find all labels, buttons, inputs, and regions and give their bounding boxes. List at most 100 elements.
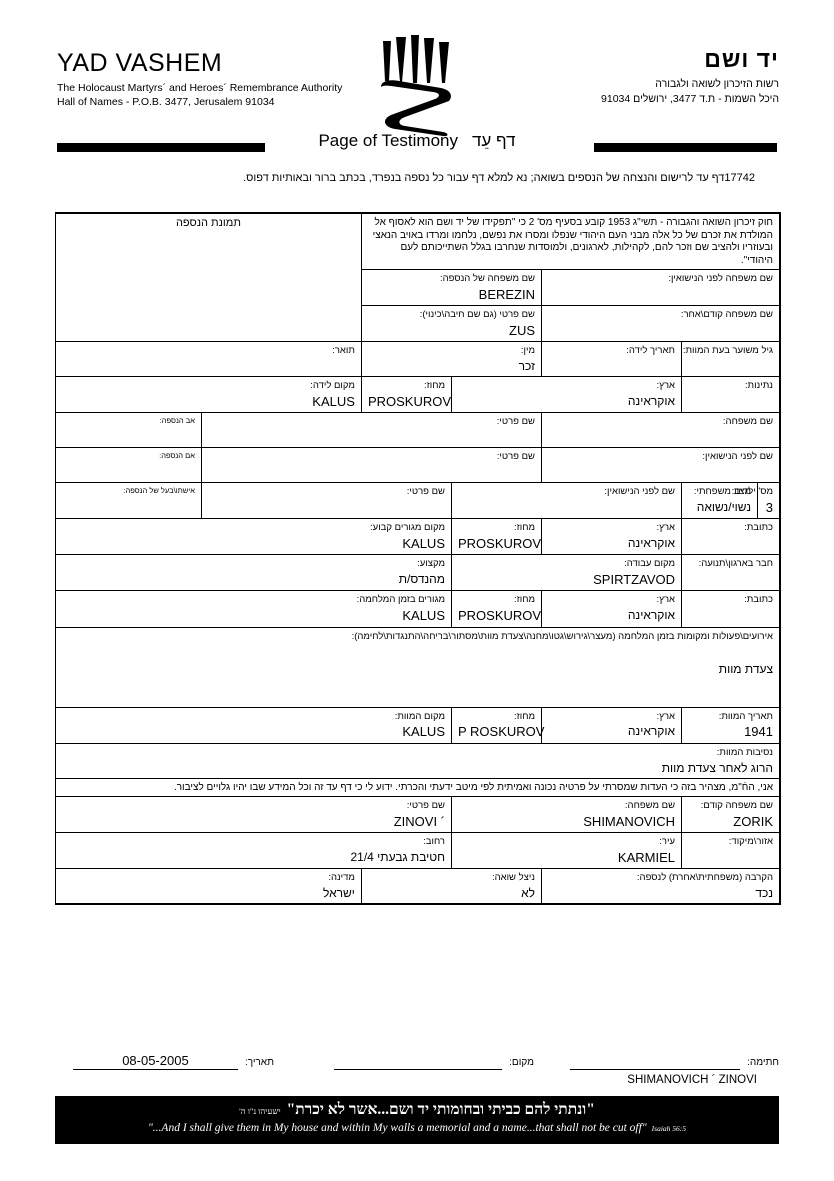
value-death-district: P ROSKUROV xyxy=(458,724,545,740)
cell-organization-member[interactable]: חבר בארגון\תנועה: xyxy=(681,554,780,592)
cell-birth-date[interactable]: תאריך לידה: xyxy=(541,341,682,378)
place-input-line[interactable] xyxy=(334,1054,503,1070)
cell-mother-name-before-marriage[interactable]: שם לפני הנישואין: xyxy=(541,447,780,483)
cell-occupation[interactable]: מקצוע: מהנדס/ת xyxy=(54,554,453,592)
label-mother-first-name: שם פרטי: xyxy=(496,451,535,463)
cell-submitter-family-name[interactable]: שם משפחה: SHIMANOVICH xyxy=(451,795,682,834)
cell-wartime-address[interactable]: כתובת: xyxy=(681,590,780,628)
value-death-date: 1941 xyxy=(744,724,773,740)
cell-father-family-name[interactable]: שם משפחה: xyxy=(541,412,780,449)
cell-birth-country[interactable]: ארץ: אוקראינה xyxy=(451,376,682,414)
value-father-family-name xyxy=(548,430,773,445)
cell-estimated-age-at-death[interactable]: גיל משוער בעת המוות: xyxy=(681,341,780,378)
cell-wartime-residence[interactable]: מגורים בזמן המלחמה: KALUS xyxy=(54,590,453,628)
cell-num-children[interactable]: מס' ילדים: 3 xyxy=(732,481,780,520)
value-submitter-family-name: SHIMANOVICH xyxy=(583,813,675,829)
label-death-circumstances: נסיבות המוות: xyxy=(716,746,773,758)
label-residence-country: ארץ: xyxy=(656,522,675,534)
label-title: תואר: xyxy=(332,345,355,357)
cell-spouse-of-victim-label: אישתו\בעל של הנספה: xyxy=(54,481,202,520)
brand-title-he: יד ושם xyxy=(704,46,779,72)
cell-street[interactable]: רחוב: חטיבת גבעתי 21/4 xyxy=(54,832,453,870)
cell-country-state[interactable]: מדינה: ישראל xyxy=(54,868,362,905)
signature-row: חתימה: SHIMANOVICH ´ ZINOVI מקום: תאריך:… xyxy=(55,1042,779,1088)
cell-family-name[interactable]: שם משפחה של הנספה: BEREZIN xyxy=(360,268,543,307)
value-citizenship xyxy=(688,394,773,409)
cell-former-other-family-name[interactable]: שם משפחה קודם\אחר: xyxy=(541,305,780,343)
form-number: 17742 xyxy=(724,172,755,184)
cell-city[interactable]: עיר: KARMIEL xyxy=(451,832,682,870)
label-spouse-name-before-marriage: שם לפני הנישואין: xyxy=(604,486,675,497)
cell-birth-district[interactable]: מחוז: PROSKUROV xyxy=(360,376,453,414)
cell-submitter-first-name[interactable]: שם פרטי: ZINOVI ´ xyxy=(54,795,453,834)
value-wartime-country: אוקראינה xyxy=(627,608,675,623)
value-submitter-first-name: ZINOVI ´ xyxy=(393,813,445,829)
value-birth-district: PROSKUROV xyxy=(367,394,452,409)
cell-mother-first-name[interactable]: שם פרטי: xyxy=(200,447,543,483)
label-wartime-country: ארץ: xyxy=(656,594,675,606)
date-group: תאריך: 08-05-2005 xyxy=(72,1053,274,1070)
date-input-line[interactable]: 08-05-2005 xyxy=(72,1053,238,1070)
value-relationship: נכד xyxy=(755,886,773,901)
cell-residence-country[interactable]: ארץ: אוקראינה xyxy=(541,518,682,556)
label-citizenship: נתינות: xyxy=(744,380,773,392)
cell-birth-place[interactable]: מקום לידה: KALUS xyxy=(54,376,362,414)
label-workplace: מקום עבודה: xyxy=(624,558,675,570)
label-city: עיר: xyxy=(659,836,675,848)
cell-citizenship[interactable]: נתינות: xyxy=(681,376,780,414)
label-death-place: מקום המוות: xyxy=(394,710,445,722)
value-marital-status: נשוי/נשואה xyxy=(696,499,751,514)
value-permanent-residence: KALUS xyxy=(402,536,445,551)
label-submitter-former-family-name: שם משפחה קודם: xyxy=(700,800,773,811)
cell-workplace[interactable]: מקום עבודה: SPIRTZAVOD xyxy=(451,554,682,592)
cell-wartime-district[interactable]: מחוז: PROSKUROV xyxy=(451,590,542,628)
cell-zone-postcode[interactable]: אזור\מיקוד: xyxy=(681,832,780,870)
cell-wartime-events[interactable]: אירועים\פעולות ומקומות בזמן המלחמה (מעצר… xyxy=(54,626,781,708)
label-organization-member: חבר בארגון\תנועה: xyxy=(698,558,773,570)
label-occupation: מקצוע: xyxy=(417,558,445,570)
cell-death-country[interactable]: ארץ: אוקראינה xyxy=(541,706,682,744)
cell-spouse-first-name[interactable]: שם פרטי: xyxy=(200,481,453,520)
quote-english-text: "...And I shall give them in My house an… xyxy=(147,1122,647,1134)
label-submitter-family-name: שם משפחה: xyxy=(624,800,675,811)
cell-death-circumstances[interactable]: נסיבות המוות: הרוג לאחר צעדת מוות xyxy=(54,742,781,779)
table-row-occupation: חבר בארגון\תנועה: מקום עבודה: SPIRTZAVOD… xyxy=(54,554,780,592)
value-birth-country: אוקראינה xyxy=(627,394,675,408)
cell-marital-status[interactable]: מצב משפחתי: נשוי/נשואה xyxy=(681,481,758,520)
cell-title[interactable]: תואר: xyxy=(54,341,362,378)
title-rule-left xyxy=(57,143,265,152)
label-country-state: מדינה: xyxy=(328,872,355,884)
cell-residence-address[interactable]: כתובת: xyxy=(681,518,780,556)
header-english-block: YAD VASHEM The Holocaust Martyrs´ and He… xyxy=(57,50,342,110)
cell-death-district[interactable]: מחוז: P ROSKUROV xyxy=(451,706,545,744)
cell-spouse-name-before-marriage[interactable]: שם לפני הנישואין: xyxy=(451,481,682,520)
cell-father-first-name[interactable]: שם פרטי: xyxy=(200,412,543,449)
cell-relationship[interactable]: הקרבה (משפחתית\אחרת) לנספה: נכד xyxy=(541,868,780,905)
cell-residence-district[interactable]: מחוז: PROSKUROV xyxy=(451,518,542,556)
value-wartime-district: PROSKUROV xyxy=(458,608,542,624)
value-country-state: ישראל xyxy=(322,886,355,901)
cell-death-place[interactable]: מקום המוות: KALUS xyxy=(54,706,453,744)
cell-death-date[interactable]: תאריך המוות: 1941 xyxy=(681,706,780,744)
cell-wartime-country[interactable]: ארץ: אוקראינה xyxy=(541,590,682,628)
cell-submitter-former-family-name[interactable]: שם משפחה קודם: ZORIK xyxy=(681,795,780,834)
label-holocaust-survivor: ניצל שואה: xyxy=(491,872,535,884)
cell-family-name-before-marriage[interactable]: שם משפחה לפני הנישואין: xyxy=(541,268,780,307)
signature-input-line[interactable] xyxy=(570,1054,741,1070)
value-family-name-before-marriage xyxy=(548,287,773,302)
cell-permanent-residence[interactable]: מקום מגורים קבוע: KALUS xyxy=(54,518,453,556)
label-family-name: שם משפחה של הנספה: xyxy=(439,273,535,284)
quote-hebrew-text: "ונתתי להם כביתי ובחומותי יד ושם...אשר ל… xyxy=(286,1101,595,1118)
quote-hebrew-reference: ישעיהו נ"ו ה' xyxy=(239,1106,281,1116)
label-father-family-name: שם משפחה: xyxy=(722,416,773,428)
value-wartime-events: צעדת מוות xyxy=(718,662,773,677)
cell-holocaust-survivor[interactable]: ניצל שואה: לא xyxy=(360,868,543,905)
cell-first-name[interactable]: שם פרטי (גם שם חיבה\כינוי): ZUS xyxy=(360,305,543,343)
label-death-district: מחוז: xyxy=(514,710,535,722)
victim-photo-cell: תמונת הנספה xyxy=(54,212,362,343)
value-family-name: BEREZIN xyxy=(478,286,535,302)
label-death-date: תאריך המוות: xyxy=(718,710,773,722)
cell-gender[interactable]: מין: זכר xyxy=(360,341,543,378)
value-death-country: אוקראינה xyxy=(627,724,675,739)
table-row-family-name: שם משפחה לפני הנישואין: שם משפחה של הנספ… xyxy=(55,268,780,307)
